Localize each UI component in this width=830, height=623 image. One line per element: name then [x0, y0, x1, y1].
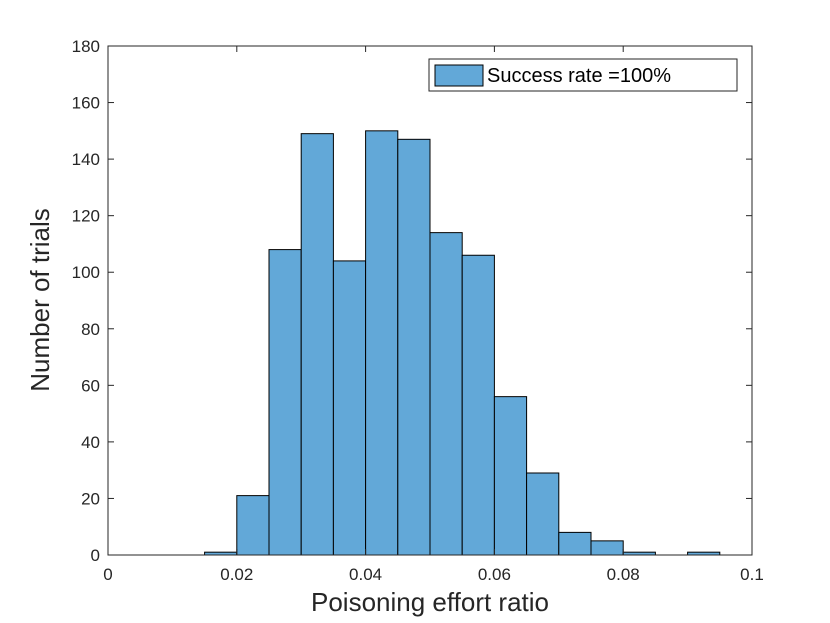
histogram-bar — [397, 138, 431, 556]
x-axis-title: Poisoning effort ratio — [311, 587, 549, 617]
axes-box — [107, 45, 753, 556]
legend-swatch — [434, 64, 484, 87]
x-tick-label: 0.08 — [607, 565, 640, 584]
y-tick-label: 120 — [72, 207, 100, 226]
histogram-bar — [590, 540, 624, 556]
y-tick-label: 60 — [81, 376, 100, 395]
histogram-bar — [558, 531, 592, 556]
histogram-bar — [365, 130, 399, 556]
histogram-bar — [332, 260, 367, 556]
y-tick-label: 40 — [81, 433, 100, 452]
y-tick-label: 180 — [72, 37, 100, 56]
histogram-bar — [236, 495, 270, 556]
x-tick-label: 0 — [103, 565, 112, 584]
y-axis-title: Number of trials — [25, 208, 55, 392]
histogram-bar — [493, 396, 528, 556]
bars-group — [204, 130, 721, 556]
y-tick-label: 20 — [81, 489, 100, 508]
y-tick-label: 100 — [72, 263, 100, 282]
histogram-bar — [300, 133, 334, 556]
histogram-bar — [268, 249, 302, 556]
y-tick-label: 80 — [81, 320, 100, 339]
y-axis-ticks: 0 20 40 60 80 100 120 140 160 180 — [72, 37, 752, 565]
x-tick-label: 0.1 — [740, 565, 764, 584]
x-tick-label: 0.02 — [220, 565, 253, 584]
legend-label: Success rate =100% — [487, 65, 671, 87]
x-tick-label: 0.06 — [478, 565, 511, 584]
y-tick-label: 160 — [72, 94, 100, 113]
x-tick-label: 0.04 — [349, 565, 382, 584]
y-tick-label: 140 — [72, 150, 100, 169]
histogram-bar — [429, 232, 463, 556]
histogram-bar — [461, 254, 495, 556]
legend: Success rate =100% — [428, 58, 738, 92]
y-tick-label: 0 — [91, 546, 100, 565]
histogram-bar — [526, 472, 560, 556]
